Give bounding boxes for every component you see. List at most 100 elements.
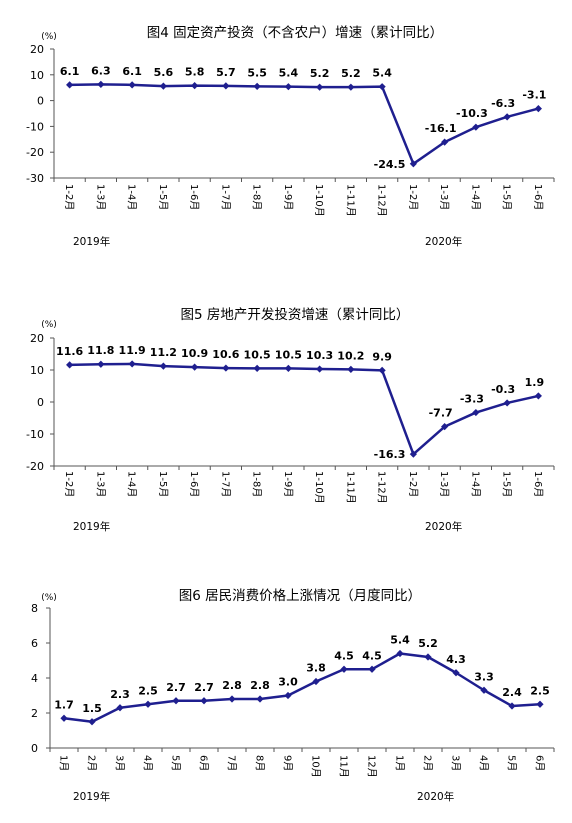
data-point [472, 408, 480, 417]
data-point [253, 364, 261, 372]
x-tick-label: 1-2月 [407, 471, 419, 497]
x-tick-label: 1-5月 [157, 184, 169, 210]
data-point [378, 83, 386, 91]
data-point [441, 423, 449, 431]
data-label: 6.3 [91, 64, 111, 77]
x-tick-label: 1-4月 [469, 184, 481, 210]
y-tick-label: 10 [30, 69, 44, 82]
data-point [222, 364, 230, 372]
data-label: -10.3 [456, 107, 488, 120]
data-point [452, 669, 460, 677]
data-point [503, 399, 511, 407]
data-point [172, 697, 180, 705]
x-tick-label: 1-4月 [469, 471, 481, 497]
data-point [116, 704, 124, 712]
data-point [534, 104, 542, 113]
x-tick-label: 1-6月 [532, 184, 544, 210]
y-tick-label: 10 [30, 364, 44, 377]
data-label: 11.2 [150, 346, 177, 359]
y-tick-label: 0 [31, 742, 38, 755]
data-label: 1.7 [54, 698, 74, 711]
data-label: 5.5 [247, 66, 267, 79]
x-tick-label: 8月 [254, 755, 266, 771]
data-label: 1.5 [82, 702, 102, 715]
data-label: 10.9 [181, 347, 208, 360]
x-tick-label: 2月 [422, 755, 434, 771]
x-tick-label: 11月 [338, 755, 350, 778]
data-label: 10.6 [212, 348, 239, 361]
x-tick-label: 1-4月 [126, 471, 138, 497]
year-label: 2019年 [73, 520, 110, 533]
data-label: 10.5 [244, 348, 271, 361]
data-label: 4.3 [446, 653, 466, 666]
data-label: 5.2 [310, 67, 330, 80]
x-tick-label: 1-2月 [63, 471, 75, 497]
data-label: 9.9 [372, 350, 392, 363]
y-tick-label: 20 [30, 43, 44, 56]
data-label: 5.6 [154, 66, 174, 79]
x-tick-label: 1-7月 [219, 471, 231, 497]
series-line [69, 83, 539, 166]
data-point [284, 364, 292, 372]
y-tick-label: 0 [37, 396, 44, 409]
y-unit-label: (%) [41, 593, 57, 603]
x-tick-label: 1-6月 [188, 471, 200, 497]
y-tick-label: 6 [31, 637, 38, 650]
x-tick-label: 1-3月 [94, 184, 106, 210]
y-tick-label: 20 [30, 332, 44, 345]
x-tick-label: 1-9月 [282, 471, 294, 497]
data-point [200, 697, 208, 705]
data-point [191, 363, 199, 371]
data-point [536, 700, 544, 708]
data-label: 10.3 [306, 349, 333, 362]
data-point [396, 649, 404, 658]
x-tick-label: 9月 [282, 755, 294, 771]
x-tick-label: 10月 [310, 755, 322, 778]
data-label: 2.4 [502, 686, 522, 699]
x-tick-label: 4月 [478, 755, 490, 771]
data-label: 4.5 [334, 649, 354, 662]
data-label: 10.5 [275, 348, 302, 361]
data-point [424, 653, 432, 661]
y-tick-label: 8 [31, 602, 38, 615]
chart-5: 图5 房地产开发投资增速（累计同比） (%) 20 10 0 -10 -20 1-2月 1-3月… [26, 307, 555, 533]
x-tick-label: 3月 [450, 755, 462, 771]
y-tick-label: -10 [26, 120, 44, 133]
year-label: 2020年 [417, 790, 454, 803]
x-tick-label: 1-3月 [438, 471, 450, 497]
x-tick-label: 1-2月 [63, 184, 75, 210]
data-point [60, 714, 68, 722]
chart-6: 图6 居民消费价格上涨情况（月度同比） (%)8 6 4 2 0 1月 2月 3月 4月 5月 6月 7… [31, 588, 555, 803]
chart-4: 图4 固定资产投资（不含农户）增速（累计同比） (%)20 10 0 -10 -20 -30… [26, 24, 555, 248]
data-point [534, 392, 542, 400]
x-tick-label: 5月 [506, 755, 518, 771]
data-label: 2.8 [222, 679, 242, 692]
data-label: 11.6 [56, 345, 83, 358]
x-tick-label: 1-5月 [157, 471, 169, 497]
data-point [191, 82, 199, 90]
x-tick-label: 6月 [198, 755, 210, 771]
chart-title: 图4 固定资产投资（不含农户）增速（累计同比） [147, 24, 443, 41]
x-tick-label: 2月 [86, 755, 98, 771]
x-tick-label: 4月 [142, 755, 154, 771]
x-tick-label: 1-6月 [532, 471, 544, 497]
x-tick-label: 1-4月 [126, 184, 138, 210]
data-label: -0.3 [491, 383, 515, 396]
x-tick-label: 1-11月 [344, 184, 356, 217]
x-tick-label: 5月 [170, 755, 182, 771]
y-tick-label: 4 [31, 672, 38, 685]
data-point [222, 82, 230, 90]
data-point [97, 80, 105, 88]
chart-title: 图6 居民消费价格上涨情况（月度同比） [179, 588, 421, 604]
year-label: 2020年 [425, 235, 462, 248]
data-label: 5.4 [390, 634, 410, 647]
data-label: -7.7 [429, 407, 453, 420]
data-label: 5.7 [216, 66, 236, 79]
data-point [316, 83, 324, 91]
y-tick-label: -20 [26, 460, 44, 473]
data-point [409, 450, 417, 458]
x-tick-label: 1-12月 [376, 184, 388, 217]
data-point [378, 366, 386, 374]
